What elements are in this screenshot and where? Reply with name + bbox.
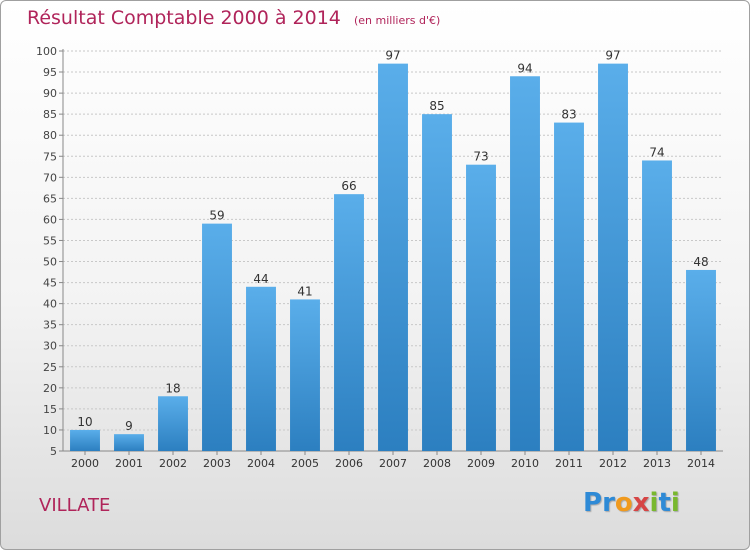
bar: [114, 434, 144, 451]
data-label: 41: [297, 284, 312, 298]
logo-letter: t: [658, 488, 671, 518]
logo-letter: r: [602, 488, 615, 518]
x-tick-label: 2005: [291, 457, 319, 470]
data-label: 18: [165, 381, 180, 395]
data-label: 83: [561, 108, 576, 122]
data-label: 10: [77, 415, 92, 429]
y-tick-label: 55: [43, 234, 57, 247]
commune-name: VILLATE: [39, 495, 111, 516]
bar: [466, 164, 496, 451]
y-tick-label: 75: [43, 150, 57, 163]
logo-letter: i: [670, 488, 680, 518]
bar: [686, 269, 716, 451]
bar: [554, 122, 584, 451]
y-tick-label: 5: [50, 445, 57, 458]
data-label: 97: [385, 49, 400, 63]
x-tick-label: 2013: [643, 457, 671, 470]
logo-letter: P: [583, 488, 603, 518]
x-tick-label: 2004: [247, 457, 275, 470]
data-label: 44: [253, 272, 268, 286]
y-tick-label: 85: [43, 108, 57, 121]
y-tick-label: 95: [43, 66, 57, 79]
y-tick-label: 50: [43, 256, 57, 269]
logo-letter: x: [632, 488, 650, 518]
x-tick-label: 2000: [71, 457, 99, 470]
data-label: 9: [125, 419, 133, 433]
x-tick-label: 2003: [203, 457, 231, 470]
y-tick-label: 90: [43, 87, 57, 100]
y-tick-label: 65: [43, 192, 57, 205]
x-tick-label: 2001: [115, 457, 143, 470]
y-tick-label: 15: [43, 403, 57, 416]
x-tick-label: 2009: [467, 457, 495, 470]
y-tick-label: 25: [43, 361, 57, 374]
y-tick-label: 40: [43, 298, 57, 311]
x-tick-label: 2012: [599, 457, 627, 470]
bar: [290, 299, 320, 451]
proxiti-logo: Proxiti: [583, 488, 680, 518]
bar: [422, 114, 452, 451]
bar: [158, 396, 188, 451]
data-label: 97: [605, 49, 620, 63]
x-tick-label: 2011: [555, 457, 583, 470]
bar: [510, 76, 540, 452]
data-label: 74: [649, 145, 664, 159]
bar: [246, 286, 276, 451]
logo-letter: o: [614, 488, 633, 518]
x-tick-label: 2010: [511, 457, 539, 470]
y-tick-label: 35: [43, 319, 57, 332]
y-tick-label: 30: [43, 340, 57, 353]
x-tick-label: 2006: [335, 457, 363, 470]
y-tick-label: 20: [43, 382, 57, 395]
bar: [334, 194, 364, 451]
data-label: 73: [473, 150, 488, 164]
bar: [202, 223, 232, 451]
data-label: 94: [517, 61, 532, 75]
y-tick-label: 80: [43, 129, 57, 142]
bar: [70, 429, 100, 451]
bar: [598, 63, 628, 451]
bar: [378, 63, 408, 451]
y-tick-label: 60: [43, 213, 57, 226]
logo-letter: i: [649, 488, 659, 518]
y-tick-label: 70: [43, 171, 57, 184]
x-tick-label: 2014: [687, 457, 715, 470]
title-block: Résultat Comptable 2000 à 2014 (en milli…: [27, 7, 440, 29]
x-tick-label: 2008: [423, 457, 451, 470]
y-tick-label: 45: [43, 277, 57, 290]
y-tick-label: 10: [43, 424, 57, 437]
chart-subtitle: (en milliers d'€): [353, 14, 441, 27]
chart-title: Résultat Comptable 2000 à 2014: [27, 7, 341, 29]
data-label: 66: [341, 179, 356, 193]
data-label: 59: [209, 209, 224, 223]
y-tick-label: 100: [36, 45, 57, 58]
bar: [642, 160, 672, 451]
x-tick-label: 2007: [379, 457, 407, 470]
x-tick-label: 2002: [159, 457, 187, 470]
data-label: 85: [429, 99, 444, 113]
data-label: 48: [693, 255, 708, 269]
